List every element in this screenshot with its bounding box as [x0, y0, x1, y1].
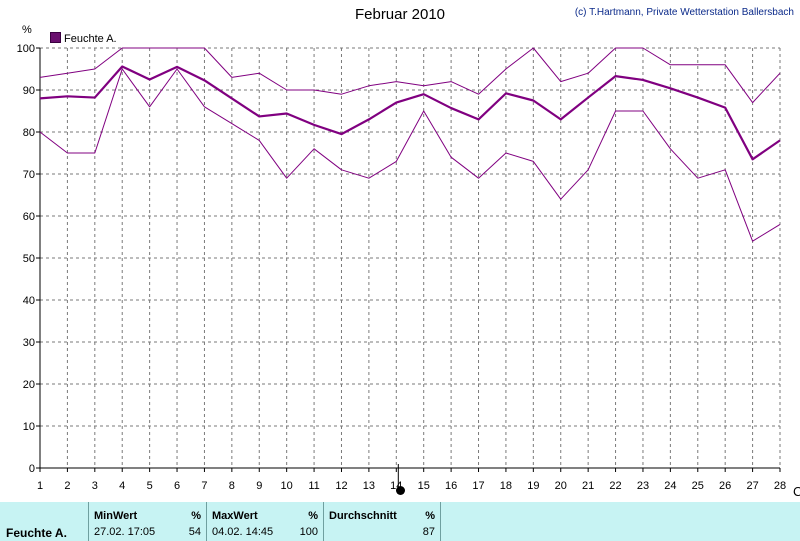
x-tick-label: 16	[445, 480, 457, 492]
time-slider-handle[interactable]	[396, 486, 405, 495]
x-tick-label: 6	[174, 480, 180, 492]
x-tick-label: 18	[500, 480, 512, 492]
chart-title: Februar 2010	[354, 6, 446, 23]
average-cell: Durchschnitt % 87	[323, 502, 441, 541]
avg-header: Durchschnitt	[329, 510, 397, 522]
y-tick-label: 0	[29, 463, 35, 475]
stats-row-label: Feuchte A.	[6, 526, 67, 540]
x-tick-label: 11	[308, 480, 319, 492]
x-tick-label: 10	[281, 480, 293, 492]
max-unit: %	[308, 510, 318, 522]
chart-area: 0 10 20 30 40 50 60 70 80 90 100 1 2 3 4 5 6 7 8 9 10 11 12 13 1…	[17, 43, 786, 492]
y-tick-label: 50	[23, 253, 35, 265]
y-tick-label: 10	[23, 421, 35, 433]
legend-swatch	[50, 32, 61, 43]
x-tick-label: 20	[555, 480, 567, 492]
x-tick-label: 23	[637, 480, 649, 492]
statistics-panel: Feuchte A. MinWert % 27.02. 17:05 54 Max…	[0, 502, 800, 541]
x-tick-label: 24	[664, 480, 676, 492]
x-tick-label: 25	[692, 480, 704, 492]
x-tick-label: 12	[335, 480, 347, 492]
y-tick-label: 100	[17, 43, 35, 55]
x-tick-label: 22	[609, 480, 621, 492]
x-tick-label: 4	[119, 480, 125, 492]
series-line-maximum	[39, 47, 781, 104]
y-tick-label: 80	[23, 127, 35, 139]
y-tick-label: 20	[23, 379, 35, 391]
x-tick-label: 5	[147, 480, 153, 492]
x-tick-label: 15	[418, 480, 430, 492]
min-unit: %	[191, 510, 201, 522]
max-time: 04.02. 14:45	[212, 526, 274, 538]
min-value-cell: MinWert % 27.02. 17:05 54	[88, 502, 207, 541]
x-tick-label: 7	[201, 480, 207, 492]
legend: Feuchte A.	[50, 32, 117, 45]
y-axis-unit: %	[22, 24, 32, 36]
series-line-average	[39, 65, 781, 161]
y-tick-label: 90	[23, 85, 35, 97]
min-value: 54	[188, 526, 201, 538]
x-tick-label: 3	[92, 480, 98, 492]
legend-label: Feuchte A.	[64, 33, 117, 45]
x-tick-label: 19	[527, 480, 539, 492]
x-tick-label: 13	[363, 480, 375, 492]
x-tick-label: 21	[582, 480, 594, 492]
max-header: MaxWert	[212, 510, 258, 522]
min-header: MinWert	[94, 510, 138, 522]
y-tick-label: 70	[23, 169, 35, 181]
min-time: 27.02. 17:05	[94, 526, 156, 538]
x-tick-label: 2	[64, 480, 70, 492]
copyright-note: (c) T.Hartmann, Private Wetterstation Ba…	[574, 7, 794, 18]
x-tick-label: 27	[746, 480, 758, 492]
unit-glyph-cut: C	[793, 484, 800, 499]
avg-value: 87	[422, 526, 435, 538]
x-tick-label: 9	[256, 480, 262, 492]
x-tick-label: 8	[229, 480, 235, 492]
y-tick-label: 60	[23, 211, 35, 223]
max-value: 100	[299, 526, 318, 538]
avg-unit: %	[425, 510, 435, 522]
x-tick-label: 28	[774, 480, 786, 492]
x-tick-label: 17	[472, 480, 484, 492]
series-line-minimum	[39, 68, 781, 242]
x-tick-label: 26	[719, 480, 731, 492]
empty-cell	[440, 502, 800, 541]
y-tick-label: 30	[23, 337, 35, 349]
x-tick-label: 1	[37, 480, 43, 492]
max-value-cell: MaxWert % 04.02. 14:45 100	[206, 502, 324, 541]
y-tick-label: 40	[23, 295, 35, 307]
